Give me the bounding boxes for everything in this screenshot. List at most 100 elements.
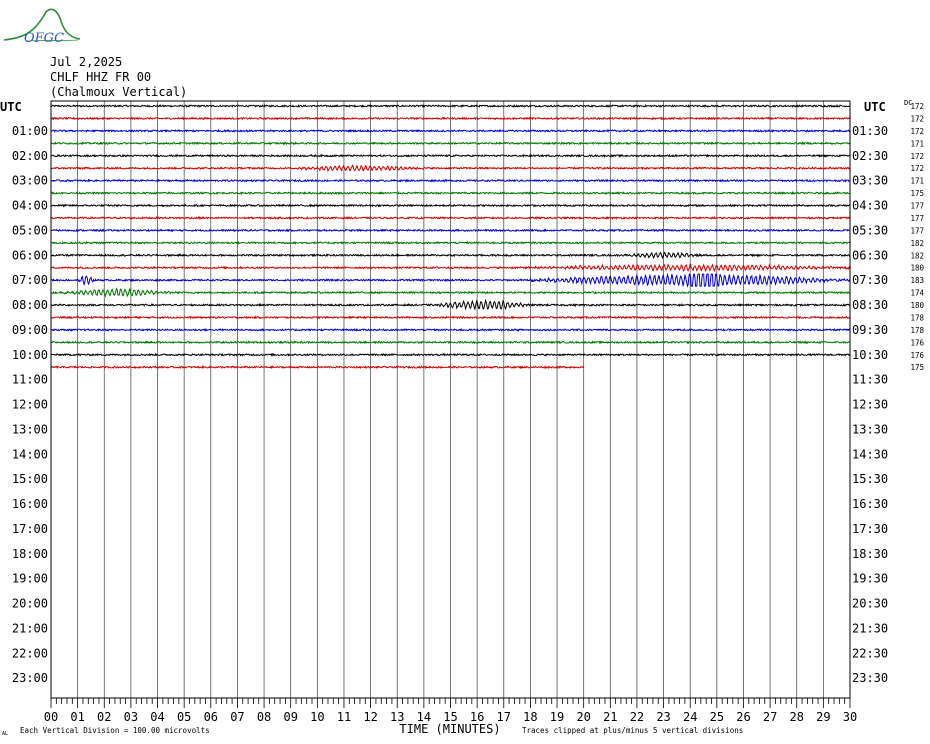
x-tick-label: 00 bbox=[44, 710, 58, 724]
x-tick-label: 12 bbox=[363, 710, 377, 724]
half-hour-label: 16:30 bbox=[852, 497, 888, 511]
half-hour-label: 10:30 bbox=[852, 348, 888, 362]
half-hour-label: 02:30 bbox=[852, 149, 888, 163]
hour-label: 18:00 bbox=[12, 547, 48, 561]
x-tick-label: 06 bbox=[204, 710, 218, 724]
seismic-trace bbox=[50, 128, 851, 133]
dc-offset-value: 174 bbox=[910, 289, 924, 298]
dc-offset-value: 177 bbox=[910, 214, 924, 223]
half-hour-label: 06:30 bbox=[852, 248, 888, 262]
x-tick-label: 13 bbox=[390, 710, 404, 724]
x-tick-label: 21 bbox=[603, 710, 617, 724]
x-tick-label: 09 bbox=[283, 710, 297, 724]
dc-offset-value: 178 bbox=[910, 326, 924, 335]
time-labels: 00 01 02 03 04 05 06 07 08 09 10 11 12 13 14 15 16 17 18 19… bbox=[12, 102, 925, 724]
half-hour-label: 07:30 bbox=[852, 273, 888, 287]
hour-label: 02:00 bbox=[12, 149, 48, 163]
hour-label: 23:00 bbox=[12, 671, 48, 685]
seismic-trace bbox=[50, 153, 851, 158]
half-hour-label: 11:30 bbox=[852, 373, 888, 387]
dc-offset-value: 172 bbox=[910, 152, 924, 161]
dc-offset-value: 172 bbox=[910, 127, 924, 136]
seismic-trace bbox=[50, 141, 851, 146]
seismic-trace bbox=[50, 340, 851, 345]
dc-offset-value: 176 bbox=[910, 351, 924, 360]
dc-offset-value: 183 bbox=[910, 276, 924, 285]
seismic-trace bbox=[50, 315, 851, 320]
hour-label: 12:00 bbox=[12, 398, 48, 412]
dc-offset-value: 177 bbox=[910, 226, 924, 235]
seismic-trace bbox=[50, 164, 851, 173]
dc-offset-value: 175 bbox=[910, 363, 924, 372]
half-hour-label: 13:30 bbox=[852, 422, 888, 436]
seismic-trace bbox=[50, 190, 851, 196]
half-hour-label: 04:30 bbox=[852, 199, 888, 213]
x-tick-label: 20 bbox=[576, 710, 590, 724]
hour-label: 14:00 bbox=[12, 447, 48, 461]
half-hour-label: 21:30 bbox=[852, 621, 888, 635]
vertical-division-note: Each Vertical Division = 100.00 microvol… bbox=[20, 726, 210, 735]
seismic-trace bbox=[50, 365, 585, 370]
x-tick-label: 18 bbox=[523, 710, 537, 724]
half-hour-label: 23:30 bbox=[852, 671, 888, 685]
hour-label: 21:00 bbox=[12, 621, 48, 635]
hour-label: 11:00 bbox=[12, 373, 48, 387]
utc-right-label: UTC bbox=[864, 100, 886, 114]
hour-label: 13:00 bbox=[12, 422, 48, 436]
x-tick-label: 23 bbox=[656, 710, 670, 724]
seismic-trace bbox=[50, 263, 851, 273]
hour-label: 08:00 bbox=[12, 298, 48, 312]
seismic-trace bbox=[50, 272, 851, 288]
plot-date: Jul 2,2025 bbox=[50, 55, 123, 69]
half-hour-label: 18:30 bbox=[852, 547, 888, 561]
x-tick-label: 26 bbox=[736, 710, 750, 724]
minute-grid bbox=[50, 101, 851, 698]
x-tick-label: 17 bbox=[497, 710, 511, 724]
x-tick-label: 02 bbox=[97, 710, 111, 724]
hour-label: 19:00 bbox=[12, 572, 48, 586]
hour-label: 04:00 bbox=[12, 199, 48, 213]
hour-label: 16:00 bbox=[12, 497, 48, 511]
x-axis-label: TIME (MINUTES) bbox=[399, 722, 500, 736]
x-tick-label: 08 bbox=[257, 710, 271, 724]
seismic-trace bbox=[50, 104, 851, 109]
half-hour-label: 08:30 bbox=[852, 298, 888, 312]
half-hour-label: 17:30 bbox=[852, 522, 888, 536]
utc-left-label: UTC bbox=[0, 100, 22, 114]
dc-offset-value: 172 bbox=[910, 164, 924, 173]
hour-label: 07:00 bbox=[12, 273, 48, 287]
x-tick-label: 11 bbox=[337, 710, 351, 724]
x-tick-label: 25 bbox=[710, 710, 724, 724]
x-tick-label: 16 bbox=[470, 710, 484, 724]
seismic-traces bbox=[50, 104, 851, 370]
half-hour-label: 05:30 bbox=[852, 223, 888, 237]
dc-offset-value: 171 bbox=[910, 139, 924, 148]
seismic-trace bbox=[50, 116, 851, 121]
half-hour-label: 01:30 bbox=[852, 124, 888, 138]
x-tick-label: 24 bbox=[683, 710, 697, 724]
seismic-trace bbox=[50, 215, 851, 221]
dc-offset-value: 180 bbox=[910, 264, 924, 273]
seismic-trace bbox=[50, 352, 851, 357]
hour-label: 03:00 bbox=[12, 174, 48, 188]
dc-offset-value: 182 bbox=[910, 239, 924, 248]
x-tick-label: 14 bbox=[417, 710, 431, 724]
x-tick-label: 28 bbox=[790, 710, 804, 724]
x-tick-label: 30 bbox=[843, 710, 857, 724]
hour-label: 22:00 bbox=[12, 646, 48, 660]
seismic-trace bbox=[50, 327, 851, 332]
x-tick-label: 27 bbox=[763, 710, 777, 724]
station-location: (Chalmoux Vertical) bbox=[50, 85, 188, 99]
dc-offset-value: 172 bbox=[910, 102, 924, 111]
x-tick-label: 03 bbox=[124, 710, 138, 724]
half-hour-label: 03:30 bbox=[852, 174, 888, 188]
dc-label: DC bbox=[904, 99, 912, 107]
x-tick-label: 01 bbox=[70, 710, 84, 724]
hour-label: 10:00 bbox=[12, 348, 48, 362]
hour-label: 06:00 bbox=[12, 248, 48, 262]
plot-frame bbox=[50, 100, 851, 708]
x-tick-label: 04 bbox=[150, 710, 164, 724]
seismic-trace bbox=[50, 240, 851, 245]
x-tick-label: 19 bbox=[550, 710, 564, 724]
